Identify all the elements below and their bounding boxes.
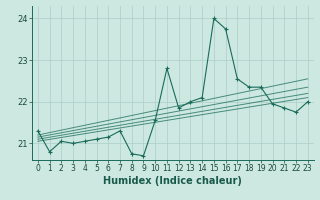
X-axis label: Humidex (Indice chaleur): Humidex (Indice chaleur) — [103, 176, 242, 186]
